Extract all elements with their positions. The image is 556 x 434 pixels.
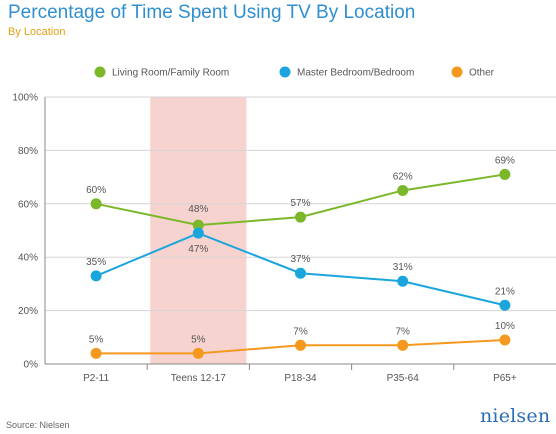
x-tick-label: P18-34 xyxy=(284,373,317,384)
axis-layer: 0% 20% 40% 60% 80% 100% P2-11 Teens 12-17 P18-34… xyxy=(12,93,516,385)
legend-label: Master Bedroom/Bedroom xyxy=(297,68,414,79)
data-label: 57% xyxy=(290,198,310,209)
y-tick-label: 100% xyxy=(12,93,38,104)
legend: Living Room/Family Room Master Bedroom/Be… xyxy=(94,66,495,79)
data-point xyxy=(499,168,511,180)
legend-marker xyxy=(94,66,106,78)
data-label: 21% xyxy=(495,286,515,297)
data-label: 69% xyxy=(495,155,515,166)
data-point xyxy=(499,334,511,346)
series-layer xyxy=(90,168,511,359)
data-point xyxy=(90,347,102,359)
x-tick-label: P35-64 xyxy=(387,373,420,384)
data-label: 48% xyxy=(188,204,208,215)
y-tick-label: 20% xyxy=(18,306,38,317)
y-tick-label: 60% xyxy=(18,199,38,210)
grid-layer xyxy=(45,96,556,365)
data-label: 7% xyxy=(395,326,410,337)
data-label: 5% xyxy=(191,334,206,345)
data-point xyxy=(192,219,204,231)
data-label-layer: 60% 48% 57% 62% 69% 35% 47% 37% 31% 21% 5% 5% 7% 7% 10… xyxy=(86,155,515,345)
data-point xyxy=(192,347,204,359)
data-point xyxy=(499,299,511,311)
x-tick-label: Teens 12-17 xyxy=(171,373,226,384)
x-tick-label: P65+ xyxy=(493,373,517,384)
x-tick-label: P2-11 xyxy=(83,373,109,384)
chart-subtitle: By Location xyxy=(8,26,66,38)
data-label: 7% xyxy=(293,326,308,337)
data-point xyxy=(295,211,306,223)
data-point xyxy=(295,267,306,279)
legend-label: Other xyxy=(469,68,495,79)
data-label: 31% xyxy=(393,262,413,273)
data-label: 5% xyxy=(89,334,104,345)
chart-title: Percentage of Time Spent Using TV By Loc… xyxy=(8,2,416,23)
data-point xyxy=(295,339,306,351)
data-point xyxy=(192,227,204,239)
data-point xyxy=(90,270,102,282)
data-point xyxy=(90,198,102,210)
data-point xyxy=(397,184,409,196)
data-label: 37% xyxy=(290,254,310,265)
data-label: 47% xyxy=(188,244,208,255)
data-point xyxy=(397,275,409,287)
y-tick-label: 40% xyxy=(18,253,38,264)
source-note: Source: Nielsen xyxy=(6,420,70,430)
y-tick-label: 0% xyxy=(24,360,39,371)
data-label: 10% xyxy=(495,321,515,332)
data-point xyxy=(397,339,409,351)
data-label: 35% xyxy=(86,257,106,268)
data-label: 62% xyxy=(393,171,413,182)
data-label: 60% xyxy=(86,185,106,196)
legend-label: Living Room/Family Room xyxy=(112,68,229,79)
legend-marker xyxy=(451,66,463,78)
legend-marker xyxy=(279,66,291,78)
nielsen-logo: nielsen xyxy=(480,405,551,427)
y-tick-label: 80% xyxy=(18,146,38,157)
